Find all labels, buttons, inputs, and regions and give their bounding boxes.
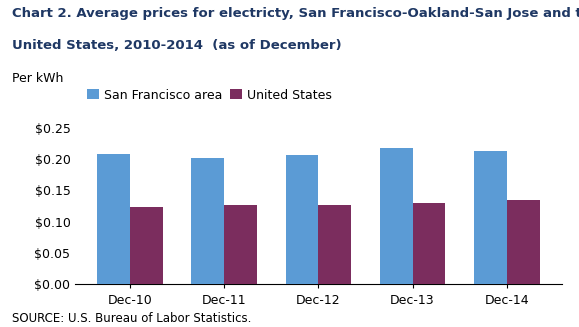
Bar [507, 200, 540, 284]
Bar [318, 205, 351, 284]
Bar [192, 158, 225, 284]
Text: SOURCE: U.S. Bureau of Labor Statistics.: SOURCE: U.S. Bureau of Labor Statistics. [12, 312, 251, 325]
Bar [285, 155, 318, 284]
Bar [225, 205, 257, 284]
Legend: San Francisco area, United States: San Francisco area, United States [82, 84, 338, 107]
Bar [380, 147, 412, 284]
Bar [412, 203, 445, 284]
Bar [474, 151, 507, 284]
Text: Chart 2. Average prices for electricty, San Francisco-Oakland-San Jose and the: Chart 2. Average prices for electricty, … [12, 7, 579, 20]
Text: Per kWh: Per kWh [12, 72, 63, 85]
Bar [97, 154, 130, 284]
Text: United States, 2010-2014  (as of December): United States, 2010-2014 (as of December… [12, 39, 341, 52]
Bar [130, 207, 163, 284]
